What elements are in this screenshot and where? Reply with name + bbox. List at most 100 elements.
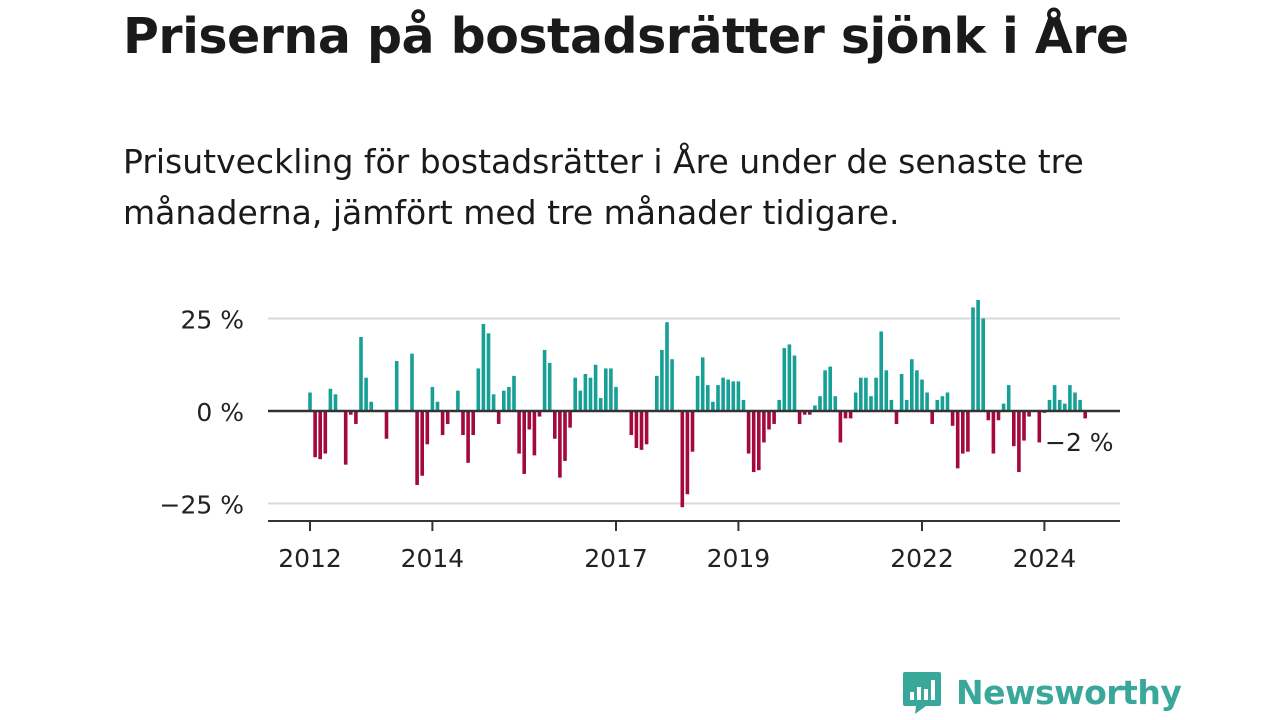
bar	[481, 324, 486, 411]
bar	[915, 370, 919, 411]
bar	[604, 368, 608, 411]
bar	[904, 399, 909, 411]
bar	[558, 411, 562, 478]
bar	[583, 374, 588, 411]
bar	[323, 411, 328, 454]
bar	[818, 396, 822, 411]
x-tick-label: 2024	[1013, 544, 1077, 573]
bar	[741, 399, 746, 411]
bar	[308, 392, 312, 411]
bar	[593, 364, 598, 411]
bar	[1037, 411, 1042, 443]
bar	[721, 377, 725, 411]
bar	[981, 318, 985, 411]
bar	[685, 411, 690, 495]
bar	[425, 411, 430, 445]
bar-chart: −25 % 0 % 25 % 2012 2014 2017 2019 2022 2024 −2 %	[160, 300, 1120, 573]
bar	[1052, 385, 1057, 411]
bar	[364, 377, 368, 411]
bar	[802, 411, 807, 415]
bar	[996, 411, 1001, 421]
bar	[343, 411, 348, 465]
bar	[522, 411, 526, 474]
bar	[690, 411, 695, 452]
bar	[665, 322, 669, 411]
bar	[496, 411, 501, 424]
bar	[573, 377, 577, 411]
bar	[767, 411, 771, 430]
bar	[440, 411, 445, 436]
bar	[476, 368, 481, 411]
bar	[884, 370, 889, 411]
bar	[945, 392, 950, 411]
bar	[456, 390, 460, 411]
bar	[930, 411, 934, 424]
bar	[328, 388, 333, 411]
bar	[1017, 411, 1021, 473]
bar	[1047, 399, 1052, 411]
bar	[736, 381, 741, 411]
brand-logo: Newsworthy	[902, 670, 1182, 714]
bar	[894, 411, 899, 424]
y-tick-label: −25 %	[160, 491, 244, 520]
bar	[920, 379, 924, 411]
bar	[991, 411, 996, 454]
bar	[757, 411, 761, 471]
bar	[502, 390, 506, 411]
bar	[318, 411, 322, 460]
bar	[797, 411, 802, 424]
bar	[731, 381, 736, 411]
bar	[961, 411, 965, 454]
bar	[706, 385, 710, 411]
bar	[588, 377, 593, 411]
bar	[420, 411, 424, 476]
bar	[716, 385, 720, 411]
bar	[864, 377, 868, 411]
bar	[430, 386, 435, 411]
bar	[537, 411, 542, 417]
bar	[639, 411, 644, 450]
bar	[415, 411, 419, 485]
bar	[445, 411, 450, 424]
bar	[660, 349, 664, 411]
bar	[940, 396, 945, 411]
bar	[935, 399, 940, 411]
bar	[563, 411, 567, 461]
bar	[910, 359, 914, 411]
bar	[1073, 392, 1077, 411]
bar	[532, 411, 537, 456]
bar	[1057, 399, 1062, 411]
bar	[828, 366, 832, 411]
bar	[512, 375, 516, 411]
x-tick-label: 2017	[584, 544, 648, 573]
bar	[670, 359, 674, 411]
bar	[553, 411, 557, 439]
bar	[1027, 411, 1031, 417]
bar	[1022, 411, 1026, 441]
bar	[976, 300, 980, 411]
y-tick-label: 0 %	[196, 398, 244, 427]
bar	[1063, 403, 1067, 411]
bar	[634, 411, 639, 448]
bar	[461, 411, 465, 436]
bar	[762, 411, 766, 443]
x-tick-label: 2022	[890, 544, 954, 573]
bar	[833, 396, 838, 411]
brand-name: Newsworthy	[956, 672, 1182, 712]
bar	[491, 394, 496, 411]
bar	[354, 411, 358, 424]
bar	[792, 355, 797, 411]
bar	[1083, 411, 1087, 419]
bar	[568, 411, 572, 428]
bar	[1012, 411, 1016, 447]
x-tick-label: 2012	[278, 544, 342, 573]
bar	[644, 411, 649, 445]
bar	[711, 401, 715, 411]
bar	[609, 368, 613, 411]
bar	[507, 386, 511, 411]
bar	[486, 333, 491, 411]
bar	[435, 401, 440, 411]
bar	[823, 370, 827, 411]
bar	[966, 411, 970, 452]
bar	[547, 362, 552, 411]
